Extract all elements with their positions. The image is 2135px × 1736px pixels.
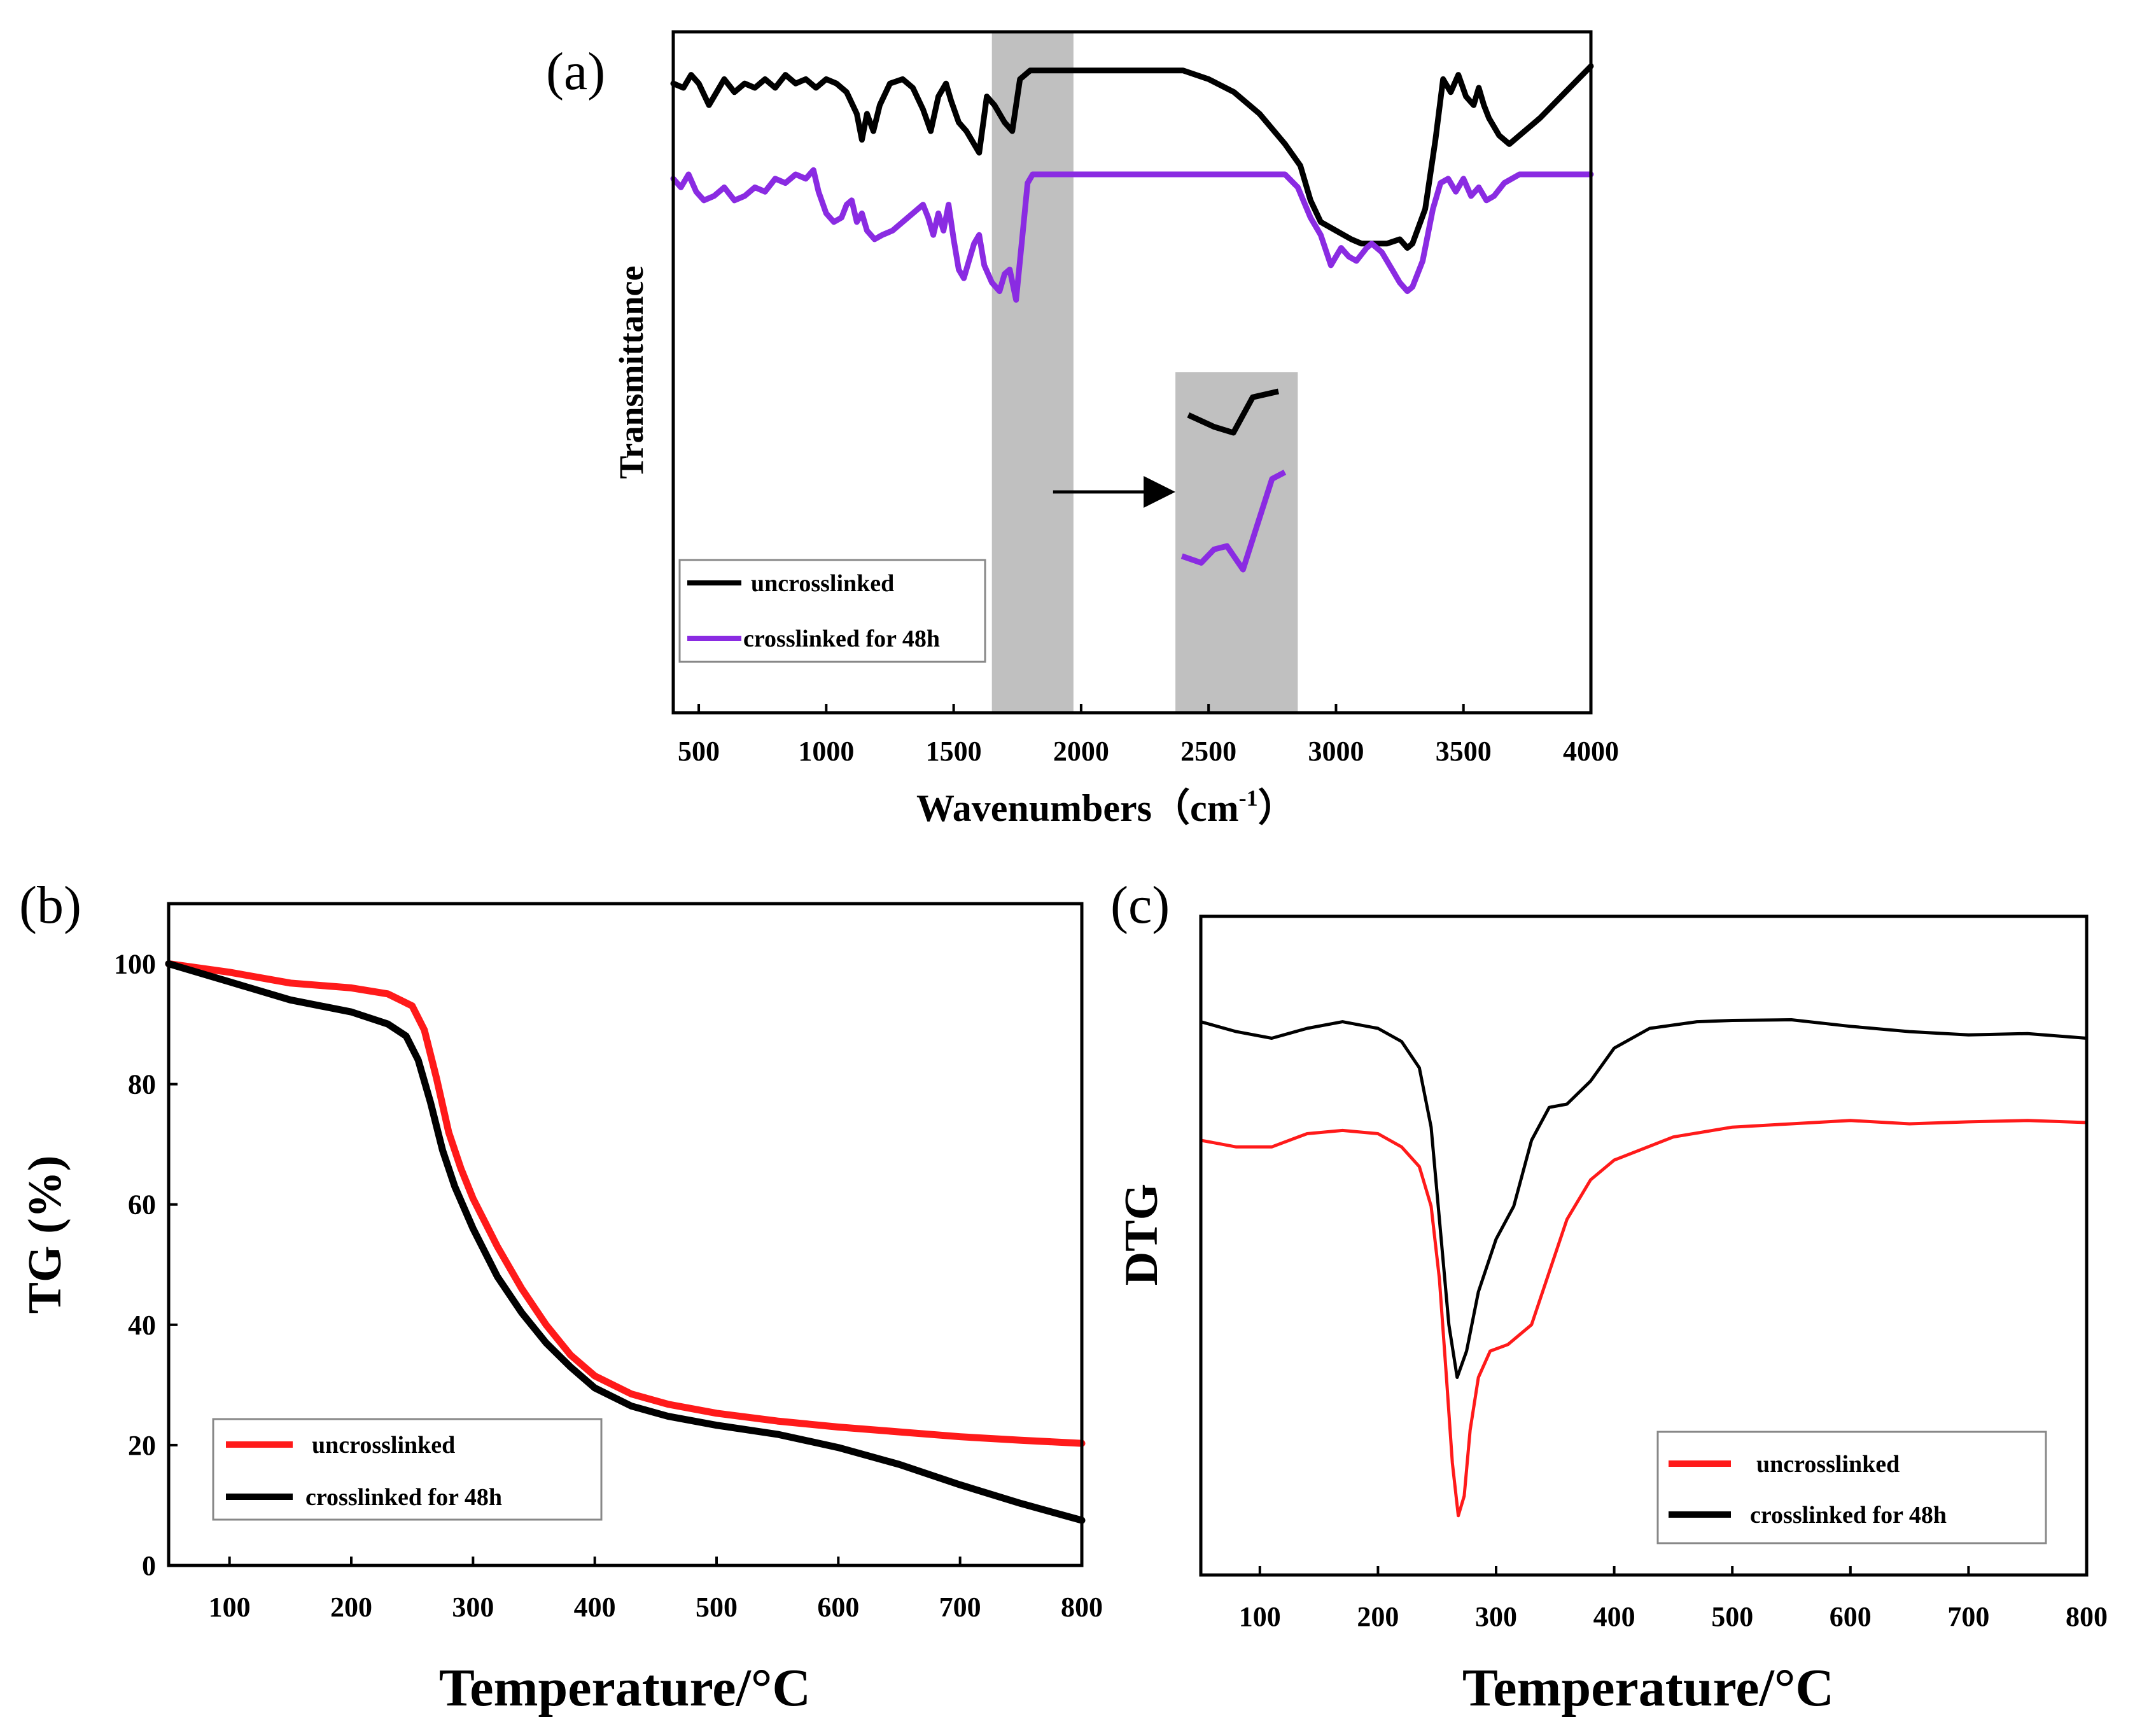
- panel-b-y-tick-label: 40: [128, 1310, 156, 1341]
- panel-a-series-uncrosslinked: [670, 63, 1594, 251]
- panel-b-x-tick-label: 700: [939, 1592, 981, 1623]
- panel-c-legend: uncrosslinked crosslinked for 48h: [1656, 1431, 2047, 1544]
- panel-b-tg-chart: (b) 100 200 300 400 500 600 700 800 0 20 40 60 80 10…: [19, 876, 1103, 1718]
- panel-a-x-axis-unit: （cm: [1152, 787, 1239, 829]
- panel-b-x-tick-label: 600: [817, 1592, 859, 1623]
- panel-c-x-tick-label: 300: [1475, 1601, 1517, 1632]
- panel-a-x-tick-label: 1000: [798, 736, 854, 767]
- panel-b-y-tick-label: 80: [128, 1069, 156, 1100]
- panel-c-x-tick-label: 700: [1947, 1601, 1989, 1632]
- panel-b-series-crosslinked-for-48h: [165, 960, 1086, 1524]
- panel-c-legend-label-uncrosslinked: uncrosslinked: [1756, 1451, 1900, 1478]
- panel-a-ftir-chart: (a) 500 1000 1500 2000 2500 3000 3500 4000 uncr…: [546, 30, 1619, 829]
- panel-a-label: (a): [546, 42, 605, 101]
- panel-c-x-tick-label: 500: [1711, 1601, 1753, 1632]
- panel-a-legend-label-crosslinked: crosslinked for 48h: [743, 626, 940, 652]
- panel-a-legend-box: [678, 559, 986, 663]
- panel-c-x-tick-label: 200: [1357, 1601, 1399, 1632]
- panel-c-legend-box: [1656, 1431, 2047, 1544]
- panel-b-x-axis-title: Temperature/°C: [439, 1658, 811, 1718]
- panel-b-x-tick-label: 300: [452, 1592, 494, 1623]
- panel-a-x-tick-label: 3500: [1436, 736, 1492, 767]
- panel-a-x-axis-unit-close: ）: [1258, 787, 1296, 829]
- panel-b-x-tick-label: 800: [1061, 1592, 1103, 1623]
- panel-c-label: (c): [1110, 876, 1170, 935]
- panel-a-x-tick-label: 500: [678, 736, 720, 767]
- panel-c-x-tick-label: 100: [1239, 1601, 1281, 1632]
- panel-a-x-axis-unit-sup: -1: [1239, 785, 1258, 811]
- panel-c-x-tick-label: 400: [1593, 1601, 1635, 1632]
- panel-c-series-crosslinked-for-48h: [1199, 1018, 2089, 1379]
- panel-b-x-tick-label: 100: [209, 1592, 251, 1623]
- panel-a-x-tick-label: 1500: [926, 736, 982, 767]
- panel-a-series-crosslinked-for-48h: [670, 167, 1594, 303]
- panel-b-y-tick-label: 100: [114, 949, 156, 980]
- panel-a-inset-curve-crosslinked: [1180, 470, 1287, 573]
- panel-b-x-tick-label: 200: [330, 1592, 372, 1623]
- panel-b-label: (b): [19, 876, 81, 935]
- panel-a-x-axis-title: Wavenumbers（cm-1）: [916, 785, 1296, 829]
- panel-c-dtg-chart: (c) 100 200 300 400 500 600 700 800 uncrosslink…: [1110, 876, 2108, 1718]
- panel-b-legend-label-crosslinked: crosslinked for 48h: [305, 1484, 502, 1511]
- panel-b-x-tick-label: 500: [696, 1592, 738, 1623]
- panel-a-x-tick-label: 2000: [1053, 736, 1109, 767]
- panel-c-legend-label-crosslinked: crosslinked for 48h: [1750, 1502, 1947, 1529]
- panel-b-legend-box: [212, 1418, 603, 1521]
- panel-c-y-axis-title: DTG: [1116, 1184, 1168, 1285]
- panel-a-plot-frame: [671, 30, 1593, 715]
- panel-b-plot-frame: [167, 902, 1084, 1567]
- panel-b-legend-label-uncrosslinked: uncrosslinked: [312, 1432, 455, 1459]
- panel-a-x-tick-label: 3000: [1308, 736, 1364, 767]
- panel-b-y-axis-title: TG (%): [19, 1156, 71, 1314]
- panel-a-x-tick-label: 4000: [1563, 736, 1619, 767]
- panel-a-legend-label-uncrosslinked: uncrosslinked: [751, 570, 894, 597]
- panel-b-y-tick-label: 60: [128, 1189, 156, 1221]
- panel-a-x-tick-label: 2500: [1180, 736, 1236, 767]
- panel-c-x-tick-label: 800: [2066, 1601, 2108, 1632]
- panel-b-y-tick-label: 20: [128, 1430, 156, 1461]
- panel-a-inset-curve-uncrosslinked: [1187, 388, 1280, 436]
- panel-a-legend: uncrosslinked crosslinked for 48h: [678, 559, 986, 663]
- panel-c-series-uncrosslinked: [1199, 1119, 2089, 1518]
- panel-b-legend: uncrosslinked crosslinked for 48h: [212, 1418, 603, 1521]
- panel-b-y-tick-label: 0: [142, 1550, 156, 1581]
- panel-c-x-tick-label: 600: [1830, 1601, 1872, 1632]
- panel-c-plot-frame: [1199, 914, 2089, 1577]
- panel-a-shaded-band: [991, 32, 1074, 713]
- panel-b-series-uncrosslinked: [165, 960, 1086, 1447]
- panel-c-x-axis-title: Temperature/°C: [1462, 1658, 1834, 1718]
- panel-a-x-axis-name: Wavenumbers: [916, 787, 1152, 829]
- panel-a-y-axis-title: Transmittance: [612, 266, 650, 479]
- panel-b-x-tick-label: 400: [574, 1592, 616, 1623]
